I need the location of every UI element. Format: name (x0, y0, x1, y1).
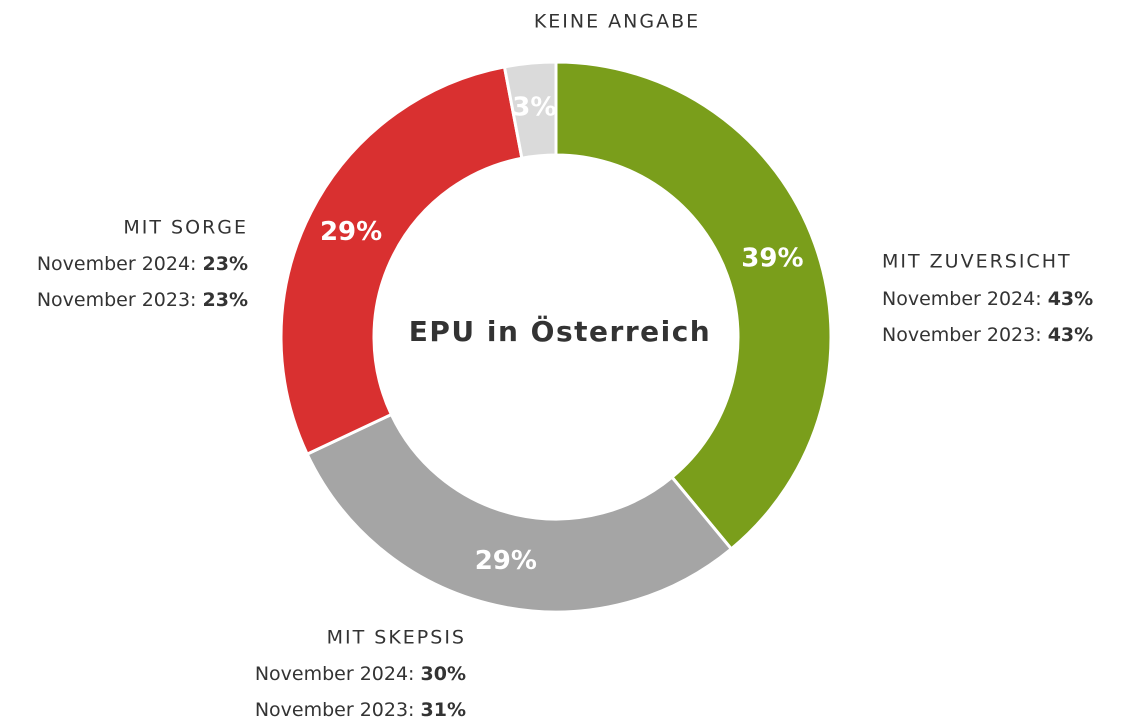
comparison-line: November 2024: 30% (255, 663, 466, 685)
category-label: KEINE ANGABE (534, 11, 700, 33)
comparison-name: November 2024: (37, 253, 197, 275)
comparison-line: November 2024: 43% (882, 288, 1093, 310)
slice-label: 29% (475, 546, 537, 576)
slice-label: 3% (512, 93, 556, 123)
center-label: EPU in Österreich (409, 314, 712, 348)
comparison-name: November 2023: (882, 324, 1042, 346)
category-label: MIT SORGE (123, 217, 248, 239)
category-label: MIT ZUVERSICHT (882, 251, 1072, 273)
comparison-name: November 2024: (255, 663, 415, 685)
comparison-line: November 2023: 31% (255, 699, 466, 719)
comparison-line: November 2023: 43% (882, 324, 1093, 346)
comparison-value: 43% (1048, 288, 1093, 310)
donut-slice (279, 65, 524, 457)
comparison-value: 31% (421, 699, 466, 719)
comparison-name: November 2023: (255, 699, 415, 719)
comparison-name: November 2024: (882, 288, 1042, 310)
comparison-name: November 2023: (37, 289, 197, 311)
comparison-line: November 2024: 23% (37, 253, 248, 275)
category-label: MIT SKEPSIS (327, 627, 466, 649)
donut-slice (554, 60, 833, 552)
slice-label: 39% (741, 244, 803, 274)
comparison-value: 43% (1048, 324, 1093, 346)
comparison-line: November 2023: 23% (37, 289, 248, 311)
comparison-value: 23% (203, 289, 248, 311)
donut-slice (305, 412, 734, 614)
donut-slice (502, 60, 558, 160)
comparison-value: 30% (421, 663, 466, 685)
comparison-value: 23% (203, 253, 248, 275)
slice-label: 29% (320, 217, 382, 247)
